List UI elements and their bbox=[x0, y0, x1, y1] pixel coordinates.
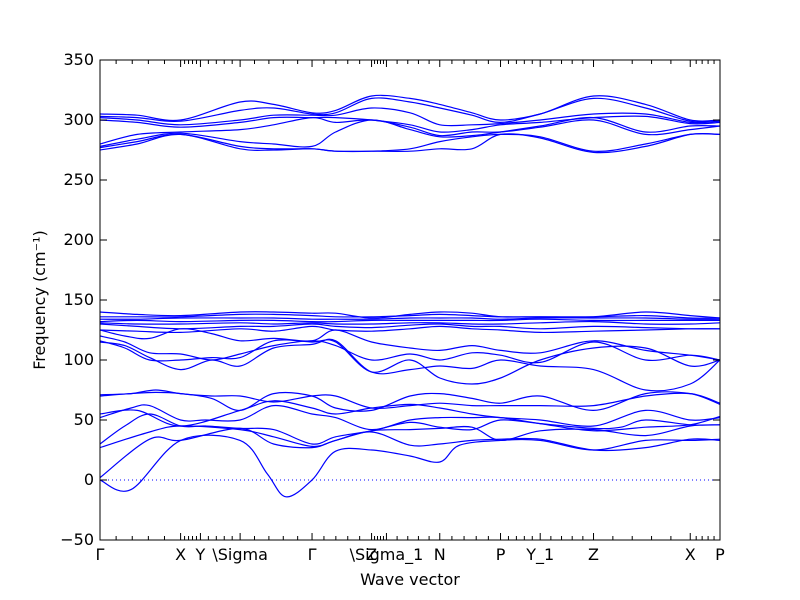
x-tick-label: Y_1 bbox=[525, 545, 554, 565]
band-line-22 bbox=[100, 116, 720, 148]
band-lines bbox=[100, 94, 720, 498]
x-tick-label: \Sigma_1 bbox=[350, 545, 424, 565]
y-axis: −50 0 50 100 150 200 250 300 350 bbox=[60, 50, 720, 549]
band-line-18 bbox=[100, 313, 720, 319]
band-line-16 bbox=[100, 318, 720, 323]
y-tick-label: 100 bbox=[63, 350, 94, 369]
band-line-8 bbox=[100, 389, 720, 410]
band-line-20 bbox=[100, 132, 720, 154]
y-tick-label: −50 bbox=[60, 530, 94, 549]
band-line-1 bbox=[100, 434, 720, 498]
band-line-14 bbox=[100, 323, 720, 330]
x-axis: Γ X Y \Sigma Γ Z\Sigma_1 N P Y_1 Z X P bbox=[96, 60, 725, 565]
band-line-5 bbox=[100, 404, 720, 432]
band-line-23 bbox=[100, 116, 720, 145]
band-line-11 bbox=[100, 335, 720, 364]
band-line-6 bbox=[100, 400, 720, 427]
x-tick-label: X bbox=[685, 545, 696, 564]
x-tick-label: Γ bbox=[308, 545, 317, 564]
band-line-26 bbox=[100, 97, 720, 124]
y-tick-label: 0 bbox=[84, 470, 94, 489]
x-tick-label: \Sigma bbox=[212, 545, 268, 564]
band-line-3 bbox=[100, 424, 720, 449]
y-tick-label: 250 bbox=[63, 170, 94, 189]
band-line-10 bbox=[100, 339, 720, 385]
band-line-24 bbox=[100, 115, 720, 133]
band-line-2 bbox=[100, 427, 720, 479]
x-tick-label: X bbox=[175, 545, 186, 564]
y-tick-label: 150 bbox=[63, 290, 94, 309]
band-line-9 bbox=[100, 338, 720, 392]
x-tick-label: P bbox=[715, 545, 725, 564]
x-tick-label: Z bbox=[366, 545, 377, 564]
x-tick-label: Y bbox=[195, 545, 206, 564]
band-line-17 bbox=[100, 317, 720, 320]
y-tick-label: 50 bbox=[74, 410, 94, 429]
y-axis-title: Frequency (cm⁻¹) bbox=[30, 230, 49, 369]
band-line-15 bbox=[100, 320, 720, 325]
band-line-12 bbox=[100, 328, 720, 361]
y-tick-label: 200 bbox=[63, 230, 94, 249]
band-line-21 bbox=[100, 133, 720, 153]
y-tick-label: 300 bbox=[63, 110, 94, 129]
y-tick-label: 350 bbox=[63, 50, 94, 69]
x-tick-label: Z bbox=[588, 545, 599, 564]
x-tick-label: P bbox=[496, 545, 506, 564]
x-tick-label: Γ bbox=[96, 545, 105, 564]
band-line-27 bbox=[100, 94, 720, 122]
band-line-19 bbox=[100, 311, 720, 319]
x-tick-label: N bbox=[434, 545, 446, 564]
band-line-25 bbox=[100, 107, 720, 127]
band-line-13 bbox=[100, 325, 720, 334]
x-axis-title: Wave vector bbox=[360, 570, 460, 589]
